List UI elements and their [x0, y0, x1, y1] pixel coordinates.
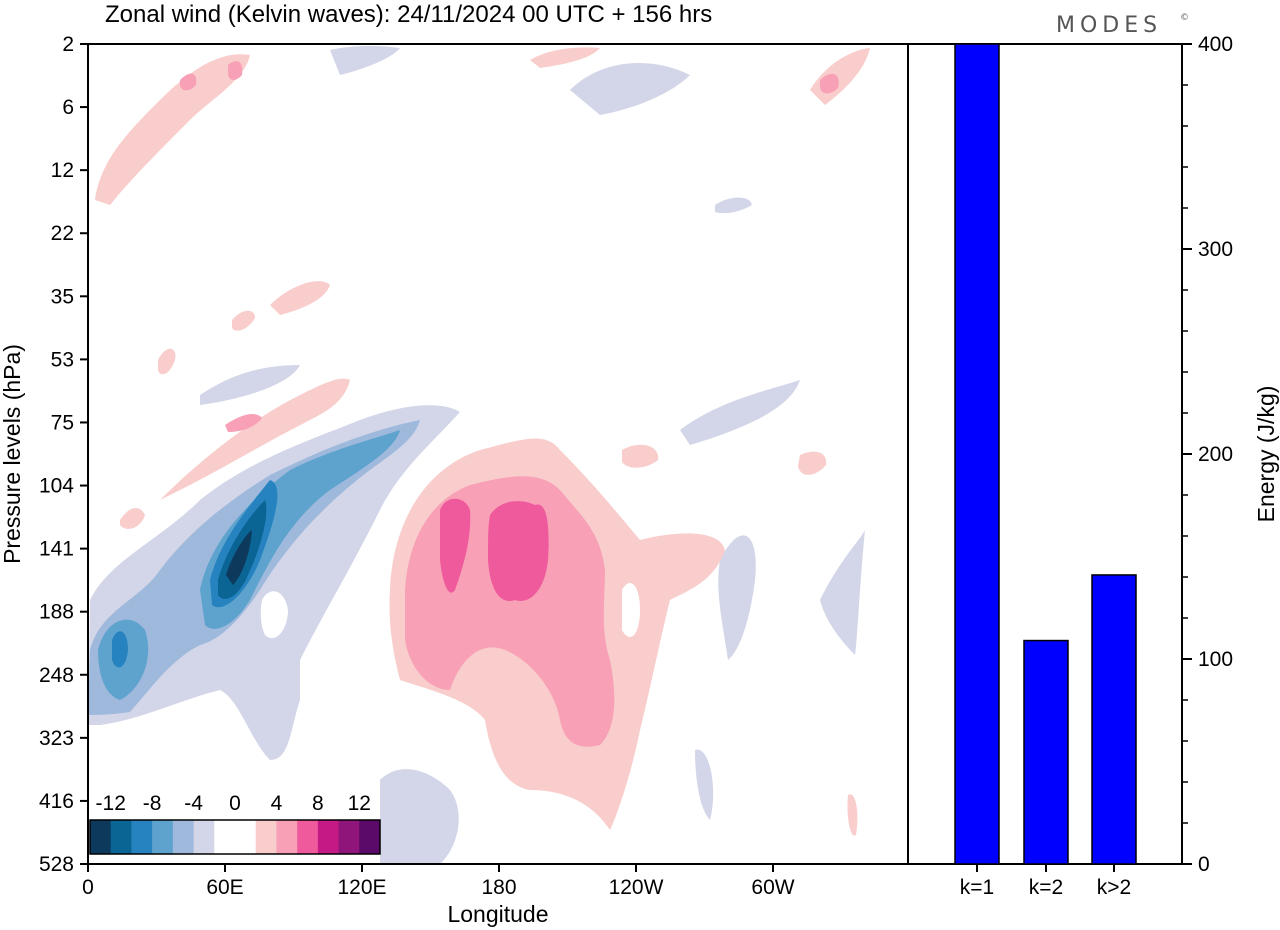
contour-pos-strong-right [488, 501, 549, 601]
contour-neg-darkest [226, 530, 252, 585]
energy-bar [1091, 574, 1137, 865]
colorbar-swatch [110, 820, 132, 854]
energy-bars: k=1 k=2 k>2 [954, 43, 1137, 899]
energy-bar [1023, 639, 1069, 865]
y-tick-label: 248 [39, 664, 74, 687]
contour-neg-light-bottom [695, 749, 714, 820]
contour-neg-light-lower [380, 769, 459, 864]
brand-logo: MODES [1056, 13, 1162, 38]
energy-tick-label: 300 [1198, 238, 1233, 261]
colorbar-swatch [193, 820, 215, 854]
contour-pos-medium-upper [225, 414, 262, 432]
colorbar-labels: -12 -8 -4 0 4 8 12 [96, 792, 371, 815]
colorbar-swatch [131, 820, 153, 854]
contour-pos-medium-top2 [228, 61, 243, 80]
contour-neg-darker [112, 480, 278, 668]
contour-pos-medium-top3 [820, 73, 839, 94]
y-tick-label: 75 [51, 411, 74, 434]
contour-pos-light-top [95, 54, 250, 205]
y-tick-label: 2 [62, 33, 74, 56]
colorbar-swatch [152, 820, 174, 854]
energy-tick-label: 100 [1198, 648, 1233, 671]
energy-bar [954, 43, 1000, 865]
bar-chart-ticks: 0 100 200 300 400 [1182, 33, 1233, 876]
energy-axis-label: Energy (J/kg) [1253, 386, 1279, 523]
contour-pos-medium-top [180, 73, 197, 91]
energy-tick-label: 200 [1198, 443, 1233, 466]
y-tick-label: 22 [51, 222, 74, 245]
chart-title: Zonal wind (Kelvin waves): 24/11/2024 00… [105, 1, 712, 28]
energy-tick-label: 400 [1198, 33, 1233, 56]
contour-pos-light-small2 [847, 794, 858, 836]
contour-neg-light-right2 [820, 530, 865, 655]
y-tick-label: 528 [39, 853, 74, 876]
colorbar-swatch [214, 820, 236, 854]
colorbar-swatch [317, 820, 340, 854]
colorbar-label: 12 [348, 792, 371, 815]
colorbar-swatch [172, 820, 195, 854]
contour-neg-light-top2 [570, 63, 690, 115]
y-axis-label: Pressure levels (hPa) [0, 344, 25, 564]
contour-neg-light-small [715, 197, 752, 214]
x-tick-label: 120W [609, 876, 664, 899]
bar-chart: k=1 k=2 k>2 0 100 200 300 400 [907, 33, 1233, 899]
contour-pos-light-upper [160, 378, 350, 500]
heatmap-contours [88, 45, 870, 864]
colorbar-label: -4 [184, 792, 203, 815]
energy-tick-label: 0 [1198, 853, 1210, 876]
colorbar-border [89, 819, 381, 855]
contour-pos-light-small1 [622, 444, 659, 468]
x-tick-label: 0 [82, 876, 94, 899]
y-tick-label: 12 [51, 159, 74, 182]
colorbar-swatch [90, 820, 112, 854]
y-tick-label: 6 [62, 96, 74, 119]
bar-category-label: k=1 [960, 876, 994, 899]
colorbar-label: -12 [96, 792, 126, 815]
x-axis-label: Longitude [447, 901, 548, 927]
contour-pos-light-top2 [270, 281, 330, 315]
x-tick-label: 60E [206, 876, 243, 899]
colorbar-swatch [297, 820, 319, 854]
bar-category-label: k>2 [1097, 876, 1131, 899]
contour-neg-light-right [718, 535, 756, 660]
y-tick-label: 416 [39, 790, 74, 813]
contour-hole-2 [622, 582, 640, 638]
colorbar-swatch [276, 820, 298, 854]
bar-category-label: k=2 [1029, 876, 1063, 899]
contour-neg-light-main [88, 405, 460, 760]
colorbar-label: -8 [143, 792, 162, 815]
contour-neg-light-mid [680, 380, 800, 445]
contour-pos-strong-left [440, 498, 471, 593]
colorbar-swatch [255, 820, 277, 854]
x-tick-label: 120E [337, 876, 386, 899]
contour-pos-light-top4 [530, 47, 600, 68]
contour-pos-light-left [120, 508, 145, 529]
heatmap-plot: 0 60E 120E 180 120W 60W 2 6 12 22 35 53 75 104 141 188 2… [39, 33, 909, 899]
contour-pos-light-small3 [232, 310, 255, 331]
y-tick-label: 323 [39, 727, 74, 750]
contour-neg-light-upper [200, 365, 300, 405]
y-tick-label: 141 [39, 538, 74, 561]
y-tick-label: 188 [39, 601, 74, 624]
contour-pos-light-right [798, 451, 827, 475]
y-tick-label: 53 [51, 348, 74, 371]
contour-pos-light-small4 [158, 348, 176, 375]
colorbar [89, 819, 381, 855]
colorbar-label: 0 [229, 792, 241, 815]
x-tick-label: 60W [751, 876, 794, 899]
contour-neg-light-top [330, 45, 400, 75]
colorbar-swatch [359, 820, 381, 854]
y-tick-label: 104 [39, 475, 74, 498]
colorbar-swatch [235, 820, 257, 854]
x-tick-label: 180 [481, 876, 516, 899]
colorbar-label: 8 [312, 792, 324, 815]
colorbar-label: 4 [271, 792, 283, 815]
brand-mark: © [1180, 13, 1189, 23]
contour-hole-1 [260, 591, 288, 639]
colorbar-swatch [338, 820, 360, 854]
y-tick-label: 35 [51, 285, 74, 308]
heatmap-ticks: 0 60E 120E 180 120W 60W 2 6 12 22 35 53 75 104 141 188 2… [39, 33, 795, 899]
